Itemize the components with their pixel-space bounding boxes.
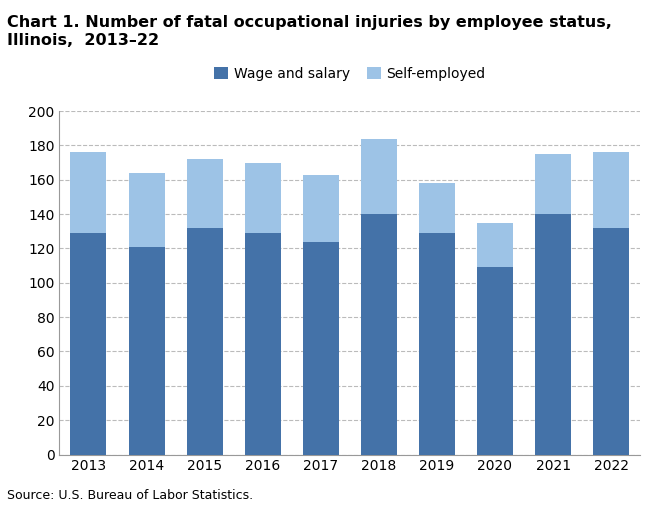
Bar xyxy=(535,154,571,214)
Bar xyxy=(129,173,164,247)
Bar xyxy=(303,175,339,241)
Bar xyxy=(361,138,397,214)
Bar xyxy=(361,214,397,454)
Bar xyxy=(593,153,629,228)
Text: Chart 1. Number of fatal occupational injuries by employee status, Illinois,  20: Chart 1. Number of fatal occupational in… xyxy=(7,15,611,47)
Legend: Wage and salary, Self-employed: Wage and salary, Self-employed xyxy=(214,67,485,80)
Bar xyxy=(477,223,513,267)
Bar xyxy=(129,247,164,454)
Text: Source: U.S. Bureau of Labor Statistics.: Source: U.S. Bureau of Labor Statistics. xyxy=(7,489,253,502)
Bar xyxy=(187,228,222,454)
Bar xyxy=(477,267,513,454)
Bar xyxy=(535,214,571,454)
Bar xyxy=(187,159,222,228)
Bar xyxy=(419,233,455,454)
Bar xyxy=(593,228,629,454)
Bar xyxy=(245,163,280,233)
Bar xyxy=(245,233,280,454)
Bar xyxy=(71,233,106,454)
Bar xyxy=(303,241,339,454)
Bar xyxy=(71,153,106,233)
Bar xyxy=(419,183,455,233)
